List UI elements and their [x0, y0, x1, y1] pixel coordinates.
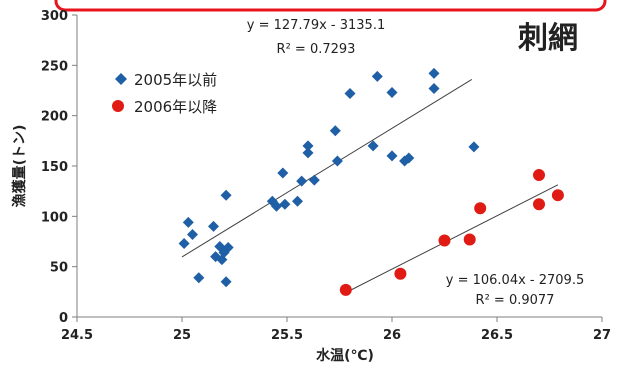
- x-axis-title: 水温(℃): [316, 347, 374, 364]
- data-point-series-1: [271, 200, 282, 212]
- r2-series-2: R² = 0.9077: [476, 293, 555, 308]
- y-tick-label: 50: [50, 261, 68, 276]
- data-point-series-1: [277, 167, 289, 179]
- data-point-series-1: [222, 242, 234, 254]
- data-point-series-1: [193, 272, 205, 284]
- data-point-series-1: [428, 67, 440, 79]
- legend-diamond-icon: [115, 73, 127, 85]
- data-point-series-1: [220, 189, 232, 201]
- data-point-series-1: [367, 140, 379, 152]
- legend-label-series-1: 2005年以前: [134, 71, 217, 89]
- data-point-series-1: [187, 228, 198, 240]
- r2-series-1: R² = 0.7293: [277, 42, 356, 57]
- data-point-series-2: [474, 202, 487, 215]
- data-point-series-1: [302, 147, 314, 159]
- data-point-series-1: [468, 141, 480, 153]
- data-point-series-1: [220, 276, 232, 288]
- data-point-series-1: [329, 125, 341, 137]
- data-point-series-1: [428, 82, 440, 94]
- data-point-series-1: [386, 87, 398, 99]
- data-point-series-2: [551, 189, 564, 202]
- data-point-series-1: [403, 152, 415, 164]
- y-axis-title: 漁獲量(トン): [11, 125, 28, 208]
- data-point-series-1: [279, 198, 291, 210]
- x-tick-label: 24.5: [61, 328, 93, 343]
- data-point-series-1: [386, 150, 398, 162]
- y-tick-label: 250: [41, 59, 68, 74]
- x-tick-label: 26: [383, 328, 401, 343]
- equation-series-1: y = 127.79x - 3135.1: [247, 18, 385, 33]
- data-point-series-1: [331, 155, 343, 167]
- trendline-series-1: [181, 79, 473, 258]
- data-point-series-1: [208, 220, 219, 232]
- legend-label-series-2: 2006年以降: [134, 98, 217, 116]
- data-points: [178, 67, 564, 296]
- trendline-series-2: [345, 184, 559, 294]
- data-point-series-1: [178, 238, 190, 250]
- chart-frame-border: [54, 0, 607, 12]
- trendlines: [181, 79, 559, 294]
- x-tick-label: 25: [173, 328, 191, 343]
- data-point-series-1: [371, 70, 383, 82]
- data-point-series-2: [533, 169, 545, 182]
- data-point-series-2: [339, 283, 352, 296]
- data-point-series-2: [463, 233, 476, 246]
- x-tick-label: 25.5: [271, 328, 303, 343]
- x-tick-label: 26.5: [481, 328, 513, 343]
- y-tick-label: 0: [59, 311, 68, 326]
- data-point-series-1: [296, 175, 308, 187]
- data-point-series-1: [308, 174, 320, 186]
- y-tick-label: 150: [41, 160, 68, 175]
- equation-series-2: y = 106.04x - 2709.5: [446, 273, 584, 288]
- x-tick-label: 27: [593, 328, 611, 343]
- y-tick-label: 300: [41, 9, 68, 24]
- legend-circle-icon: [112, 100, 124, 112]
- data-point-series-2: [394, 267, 407, 280]
- data-point-series-1: [344, 88, 356, 100]
- y-tick-label: 200: [41, 110, 68, 125]
- data-point-series-1: [182, 216, 194, 228]
- chart-axes: 0 50 100 150 200 250 300 24.5 25 25.5 26 26.5 27: [41, 9, 611, 343]
- data-point-series-1: [302, 140, 314, 152]
- chart-title: 刺網: [518, 21, 578, 56]
- data-point-series-2: [438, 234, 451, 247]
- data-point-series-1: [292, 195, 303, 207]
- legend: 2005年以前 2006年以降: [112, 71, 217, 116]
- data-point-series-2: [533, 198, 545, 211]
- y-tick-label: 100: [41, 210, 68, 225]
